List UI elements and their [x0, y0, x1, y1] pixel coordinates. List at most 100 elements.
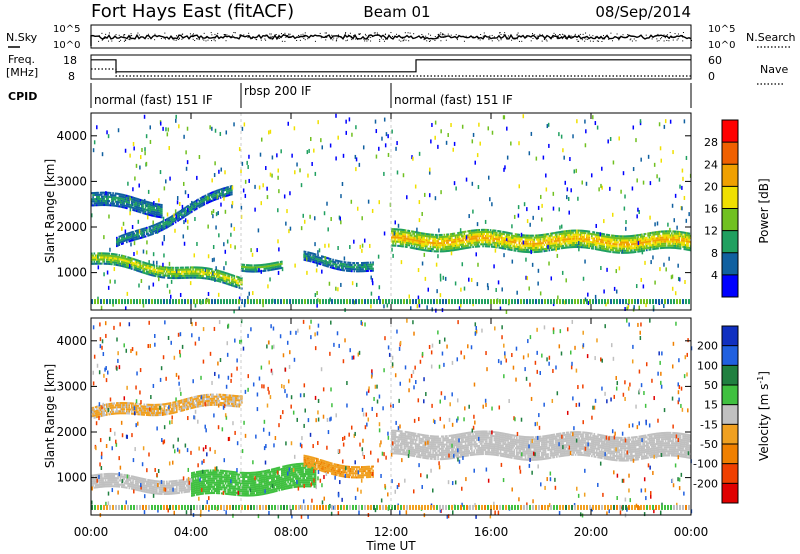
heatmap-cell — [422, 248, 424, 251]
heatmap-cell — [447, 233, 449, 236]
heatmap-cell — [592, 243, 594, 246]
heatmap-cell — [481, 232, 483, 236]
heatmap-cell — [518, 242, 521, 245]
heatmap-cell — [603, 237, 606, 240]
heatmap-speck — [378, 146, 380, 151]
heatmap-cell — [681, 237, 683, 240]
heatmap-cell — [109, 299, 111, 305]
heatmap-cell — [661, 240, 663, 243]
heatmap-cell — [432, 241, 434, 245]
heatmap-cell — [548, 237, 551, 240]
heatmap-cell — [357, 270, 359, 273]
heatmap-cell — [514, 237, 517, 240]
heatmap-cell — [639, 235, 642, 238]
heatmap-speck — [300, 183, 303, 188]
heatmap-cell — [133, 205, 136, 208]
heatmap-cell — [413, 239, 416, 242]
heatmap-speck — [243, 122, 246, 127]
heatmap-cell — [138, 206, 141, 209]
heatmap-cell — [506, 231, 508, 234]
heatmap-cell — [164, 223, 167, 226]
heatmap-cell — [549, 240, 552, 243]
heatmap-cell — [121, 242, 123, 245]
heatmap-cell — [312, 254, 314, 257]
heatmap-speck — [248, 291, 251, 296]
noise-search-point — [497, 38, 499, 40]
heatmap-cell — [652, 235, 654, 238]
heatmap-cell — [494, 241, 497, 245]
heatmap-cell — [116, 255, 118, 258]
heatmap-cell — [178, 276, 181, 280]
heatmap-cell — [452, 241, 454, 244]
heatmap-cell — [183, 211, 186, 214]
heatmap-cell — [613, 234, 616, 237]
heatmap-cell — [558, 231, 561, 234]
noise-search-point — [265, 39, 267, 41]
heatmap-cell — [537, 236, 539, 239]
heatmap-speck — [504, 165, 506, 170]
heatmap-cell — [94, 193, 97, 197]
heatmap-cell — [102, 201, 104, 205]
heatmap-cell — [92, 192, 94, 195]
heatmap-cell — [401, 228, 403, 231]
heatmap-cell — [319, 261, 322, 264]
heatmap-cell — [509, 244, 512, 247]
heatmap-cell — [218, 188, 221, 191]
heatmap-cell — [223, 299, 225, 305]
noise-search-point — [189, 33, 191, 35]
heatmap-cell — [148, 234, 151, 237]
heatmap-cell — [406, 299, 408, 305]
heatmap-cell — [598, 246, 601, 249]
noise-search-point — [230, 35, 232, 37]
heatmap-cell — [627, 245, 629, 248]
heatmap-cell — [427, 235, 429, 238]
heatmap-cell — [584, 230, 587, 233]
heatmap-cell — [119, 235, 122, 238]
heatmap-cell — [509, 248, 512, 251]
heatmap-cell — [111, 261, 113, 264]
heatmap-speck — [475, 252, 477, 257]
heatmap-speck — [436, 289, 438, 294]
heatmap-cell — [134, 266, 137, 269]
heatmap-cell — [124, 239, 127, 242]
heatmap-cell — [96, 202, 98, 205]
heatmap-cell — [192, 268, 194, 271]
heatmap-cell — [161, 212, 163, 215]
heatmap-cell — [98, 252, 101, 255]
heatmap-cell — [669, 234, 672, 237]
heatmap-cell — [171, 268, 173, 271]
noise-search-point — [413, 33, 415, 35]
heatmap-speck — [570, 188, 572, 193]
heatmap-cell — [524, 240, 527, 243]
heatmap-cell — [582, 229, 584, 232]
heatmap-speck — [337, 287, 339, 292]
heatmap-speck — [131, 202, 134, 207]
heatmap-cell — [423, 240, 426, 243]
heatmap-cell — [579, 235, 582, 238]
heatmap-cell — [503, 239, 506, 242]
heatmap-cell — [511, 242, 513, 245]
heatmap-cell — [533, 246, 536, 249]
heatmap-cell — [277, 299, 279, 305]
heatmap-cell — [641, 241, 643, 244]
heatmap-cell — [611, 234, 613, 237]
heatmap-cell — [181, 217, 183, 220]
noise-search-point — [221, 36, 223, 38]
heatmap-speck — [285, 221, 287, 226]
heatmap-cell — [227, 194, 229, 197]
heatmap-cell — [213, 276, 216, 279]
heatmap-cell — [517, 250, 519, 253]
heatmap-cell — [609, 248, 612, 251]
noise-search-point — [392, 35, 394, 37]
heatmap-cell — [571, 244, 573, 247]
heatmap-cell — [101, 197, 103, 200]
heatmap-cell — [364, 263, 367, 266]
heatmap-cell — [456, 248, 458, 251]
heatmap-cell — [532, 249, 534, 252]
heatmap-cell — [514, 241, 517, 244]
heatmap-cell — [558, 243, 561, 246]
heatmap-cell — [136, 201, 138, 204]
noise-search-point — [539, 33, 541, 35]
heatmap-cell — [134, 199, 137, 202]
heatmap-cell — [637, 234, 639, 237]
